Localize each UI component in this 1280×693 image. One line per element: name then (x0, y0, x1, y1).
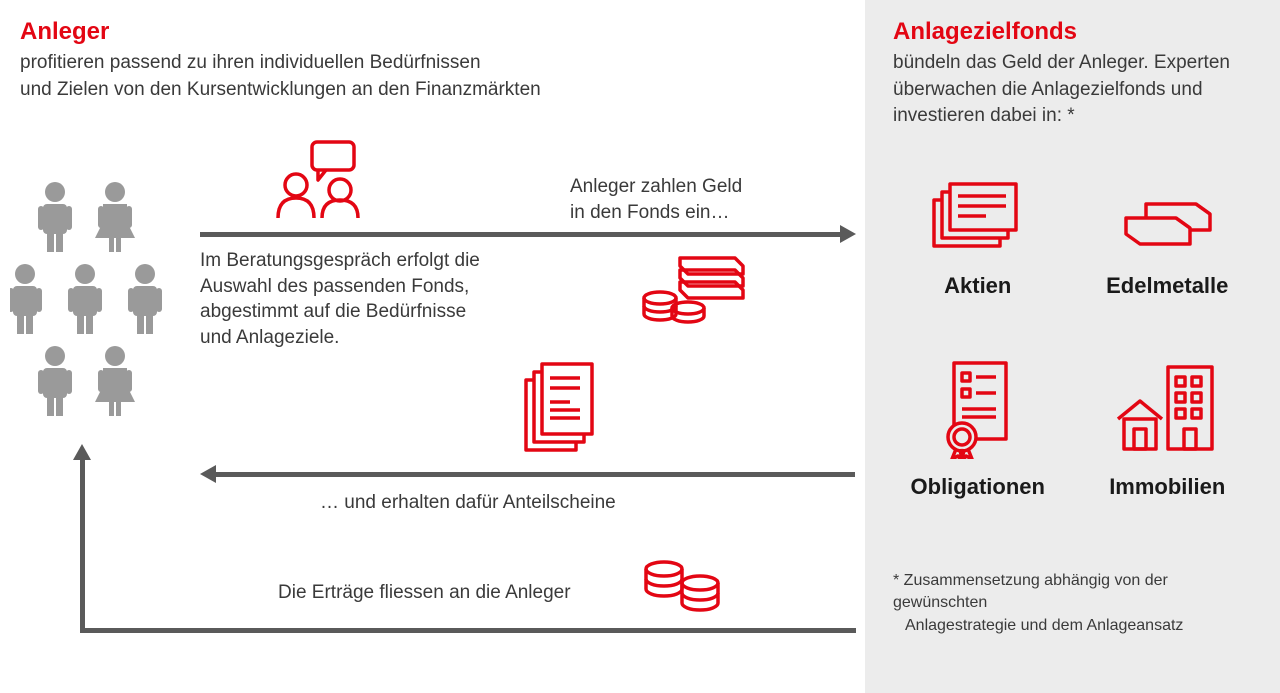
flow1-text: Im Beratungsgespräch erfolgt die Auswahl… (200, 248, 500, 351)
asset-immobilien: Immobilien (1083, 359, 1253, 500)
arrow1-line-b (490, 232, 842, 237)
asset-edelmetalle: Edelmetalle (1083, 180, 1253, 299)
footnote: * Zusammensetzung abhängig von der gewün… (893, 570, 1263, 637)
people-icon (10, 180, 180, 425)
left-panel: Anleger profitieren passend zu ihren ind… (0, 0, 865, 693)
certificates-icon (522, 360, 602, 465)
left-title: Anleger (20, 18, 845, 46)
right-sub-1: bündeln das Geld der Anleger. Experten (893, 50, 1252, 77)
asset-obligationen-label: Obligationen (893, 474, 1063, 500)
right-sub-3: investieren dabei in: * (893, 103, 1252, 130)
money-icon (640, 250, 750, 335)
asset-aktien-label: Aktien (893, 273, 1063, 299)
flow2-text: Anleger zahlen Geld in den Fonds ein… (570, 174, 830, 225)
right-title: Anlagezielfonds (893, 18, 1252, 46)
arrow1-line-a (200, 232, 490, 237)
flow4-text: Die Erträge fliessen an die Anleger (278, 580, 571, 606)
arrow3-line-v (80, 458, 85, 633)
coins-icon (640, 555, 730, 620)
asset-aktien: Aktien (893, 180, 1063, 299)
arrow3-line-h (80, 628, 856, 633)
arrow3-head (73, 444, 91, 460)
left-subtitle-1: profitieren passend zu ihren individuell… (20, 50, 845, 77)
right-sub-2: überwachen die Anlagezielfonds und (893, 77, 1252, 104)
arrow1-head (840, 225, 856, 243)
asset-immobilien-label: Immobilien (1083, 474, 1253, 500)
asset-edelmetalle-label: Edelmetalle (1083, 273, 1253, 299)
asset-grid: Aktien Edelmetalle (893, 180, 1252, 500)
flow3-text: … und erhalten dafür Anteilscheine (320, 490, 616, 516)
arrow2-head (200, 465, 216, 483)
left-subtitle-2: und Zielen von den Kursentwicklungen an … (20, 77, 845, 104)
consultation-icon (270, 140, 370, 225)
right-panel: Anlagezielfonds bündeln das Geld der Anl… (865, 0, 1280, 693)
arrow2-line (215, 472, 855, 477)
asset-obligationen: Obligationen (893, 359, 1063, 500)
